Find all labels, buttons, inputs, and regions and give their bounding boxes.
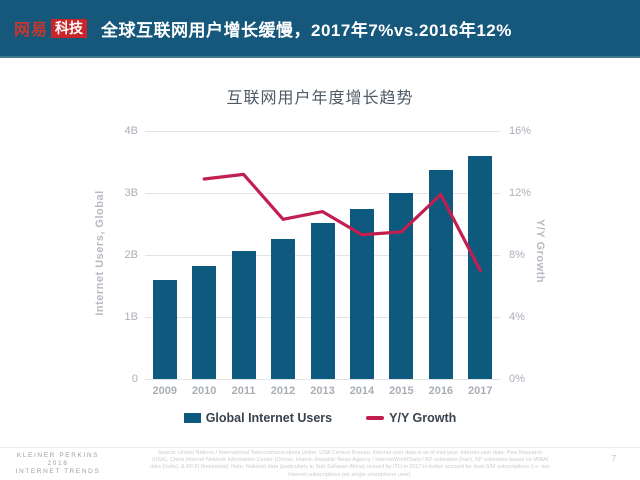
bar-series-swatch-icon (183, 413, 201, 423)
footer: KLEINER PERKINS 2018 INTERNET TRENDS Sou… (0, 447, 640, 480)
bar-2014 (349, 208, 374, 379)
tech-logo-badge: 科技 (51, 18, 88, 38)
right-axis-tick: 0% (509, 373, 525, 385)
right-axis-tick: 8% (509, 249, 525, 261)
gridline (145, 379, 500, 380)
bar-2012 (271, 238, 296, 379)
chart-legend: Global Internet Users Y/Y Growth (110, 408, 530, 428)
bar-2013 (310, 222, 335, 379)
legend-label: Global Internet Users (205, 411, 333, 425)
netease-tech-logo: 网易 科技 (14, 16, 88, 40)
bar-2010 (192, 265, 217, 379)
yy-growth-line (202, 172, 482, 273)
brand-line: INTERNET TRENDS (15, 468, 101, 475)
brand-line: 2018 (47, 460, 69, 467)
source-note: Source: United Nations / International T… (150, 450, 550, 478)
gridline (145, 131, 500, 132)
right-axis-tick: 16% (509, 125, 532, 137)
bar-2011 (231, 251, 256, 379)
chart-plot-area: 4B 16% 3B 12% 2B 8% 1B 4% 0 0% 2009 2010 2011 2012 201… (124, 125, 532, 397)
header-bar: 网易 科技 全球互联网用户增长缓慢，2017年7%vs.2016年12% (0, 0, 640, 58)
bar-2016 (428, 170, 453, 379)
right-axis-title: Y/Y Growth (534, 218, 546, 284)
right-axis-tick: 12% (509, 187, 532, 199)
legend-item-yy-growth: Y/Y Growth (366, 411, 456, 425)
gridline (145, 193, 500, 194)
x-axis-label-2014: 2014 (349, 385, 375, 397)
x-axis-label-2009: 2009 (152, 385, 177, 397)
left-axis-title: Internet Users, Global (94, 190, 106, 316)
right-axis-tick: 4% (509, 311, 525, 323)
netease-logo-text: 网易 (14, 22, 49, 39)
x-axis-label-2016: 2016 (428, 385, 454, 397)
kleiner-perkins-brand: KLEINER PERKINS 2018 INTERNET TRENDS (8, 452, 108, 476)
x-axis-label-2012: 2012 (270, 385, 296, 397)
left-axis-tick: 1B (124, 311, 138, 323)
left-axis-tick: 3B (124, 187, 138, 199)
line-series-swatch-icon (366, 416, 385, 420)
x-axis-label-2015: 2015 (389, 385, 414, 397)
legend-label: Y/Y Growth (389, 411, 457, 425)
left-axis-tick: 2B (124, 249, 138, 261)
legend-item-global-internet-users: Global Internet Users (183, 411, 333, 425)
growth-line-chart (202, 172, 482, 273)
x-axis-label-2013: 2013 (310, 385, 335, 397)
brand-line: KLEINER PERKINS (16, 452, 100, 459)
chart-title: 互联网用户年度增长趋势 (226, 90, 414, 107)
x-axis-label-2010: 2010 (191, 385, 217, 397)
bar-2009 (152, 279, 177, 379)
left-axis-tick: 4B (124, 125, 138, 137)
x-axis-label-2017: 2017 (468, 385, 493, 397)
article-title: 全球互联网用户增长缓慢，2017年7%vs.2016年12% (101, 20, 512, 40)
x-axis-label-2011: 2011 (231, 385, 256, 397)
left-axis-tick: 0 (131, 373, 138, 385)
page-number: 7 (611, 454, 617, 463)
